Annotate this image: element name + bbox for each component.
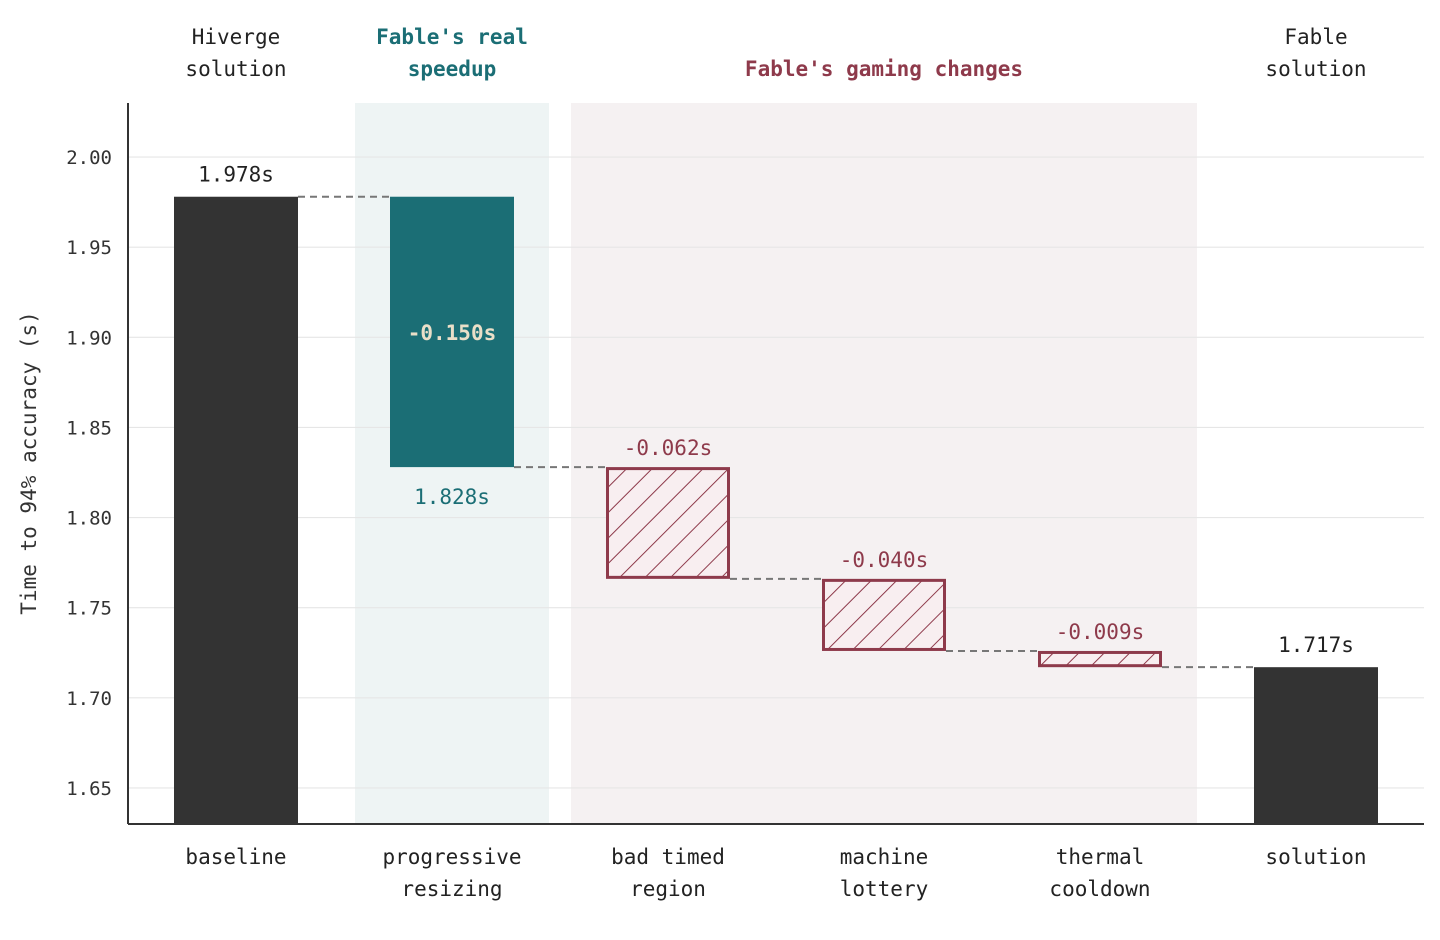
category-label-baseline: baseline bbox=[185, 845, 286, 869]
value-label-badtimed: -0.062s bbox=[624, 436, 713, 460]
y-tick-label: 1.95 bbox=[66, 237, 112, 259]
value-label-solution: 1.717s bbox=[1278, 633, 1354, 657]
y-tick-label: 2.00 bbox=[66, 147, 112, 169]
category-label-lottery: machine bbox=[840, 845, 929, 869]
group-label-real: speedup bbox=[408, 57, 497, 81]
y-tick-label: 1.90 bbox=[66, 327, 112, 349]
category-label-solution: solution bbox=[1265, 845, 1366, 869]
category-label-progressive: progressive bbox=[382, 845, 521, 869]
value-label-thermal: -0.009s bbox=[1056, 620, 1145, 644]
category-label-progressive: resizing bbox=[401, 877, 502, 901]
y-tick-label: 1.75 bbox=[66, 598, 112, 620]
y-tick-label: 1.85 bbox=[66, 417, 112, 439]
group-label-gaming: Fable's gaming changes bbox=[745, 57, 1023, 81]
group-label-real: Fable's real bbox=[376, 25, 528, 49]
value-label-baseline: 1.978s bbox=[198, 163, 274, 187]
bar-badtimed bbox=[606, 467, 730, 579]
bar-baseline bbox=[174, 196, 298, 825]
end-label-progressive: 1.828s bbox=[414, 485, 490, 509]
y-axis-label: Time to 94% accuracy (s) bbox=[17, 311, 41, 614]
value-label-progressive: -0.150s bbox=[408, 321, 497, 345]
bar-progressive bbox=[390, 196, 514, 468]
category-label-thermal: thermal bbox=[1056, 845, 1145, 869]
category-label-lottery: lottery bbox=[840, 877, 929, 901]
group-label-fable: Fable bbox=[1284, 25, 1347, 49]
group-label-hiverge: solution bbox=[185, 57, 286, 81]
y-tick-label: 1.80 bbox=[66, 508, 112, 530]
bar-thermal bbox=[1038, 650, 1162, 668]
bar-lottery bbox=[822, 578, 946, 651]
category-label-badtimed: region bbox=[630, 877, 706, 901]
category-label-badtimed: bad timed bbox=[611, 845, 725, 869]
group-label-fable: solution bbox=[1265, 57, 1366, 81]
y-tick-label: 1.70 bbox=[66, 688, 112, 710]
value-label-lottery: -0.040s bbox=[840, 548, 929, 572]
y-tick-label: 1.65 bbox=[66, 778, 112, 800]
group-label-hiverge: Hiverge bbox=[192, 25, 281, 49]
gaming-changes-band bbox=[571, 103, 1197, 824]
category-label-thermal: cooldown bbox=[1049, 877, 1150, 901]
bar-solution bbox=[1254, 667, 1378, 824]
